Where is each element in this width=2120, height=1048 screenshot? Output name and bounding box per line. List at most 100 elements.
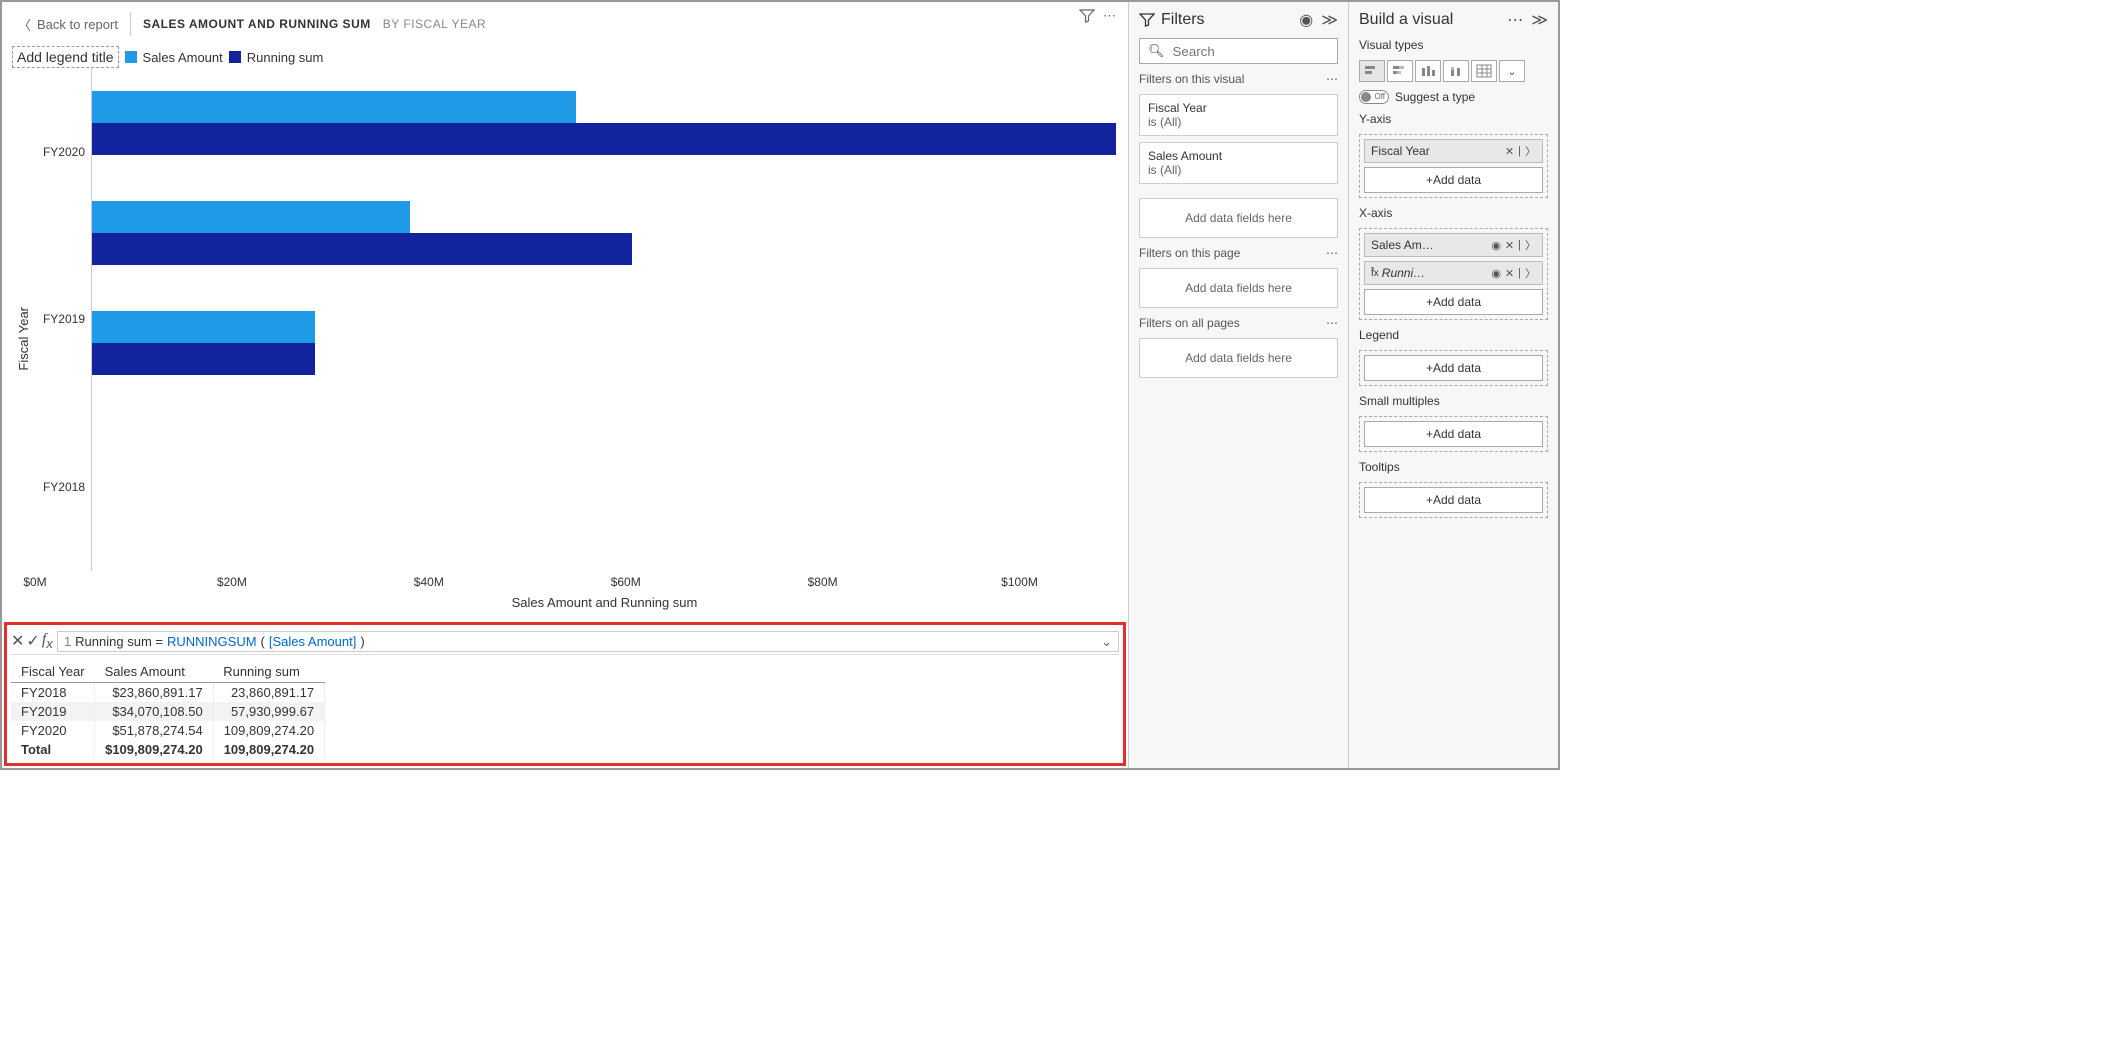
formula-arg: [Sales Amount] xyxy=(269,634,356,649)
cancel-icon[interactable]: ✕ xyxy=(11,631,24,651)
y-axis-label: Fiscal Year xyxy=(12,307,35,371)
measure-icon: f̂x xyxy=(1371,268,1379,279)
vt-table[interactable] xyxy=(1471,60,1497,82)
bar-group xyxy=(92,201,1118,265)
chevron-left-icon: 〈 xyxy=(18,15,31,34)
collapse-icon[interactable]: ≫ xyxy=(1531,10,1548,30)
add-data-x[interactable]: +Add data xyxy=(1364,289,1543,315)
filter-card[interactable]: Fiscal Yearis (All) xyxy=(1139,94,1338,136)
more-icon[interactable]: ⋯ xyxy=(1326,246,1338,260)
chevron-right-icon[interactable]: 〉 xyxy=(1525,237,1536,253)
chart-subtitle: BY FISCAL YEAR xyxy=(383,17,487,31)
filters-on-all-label: Filters on all pages xyxy=(1139,316,1240,330)
legend-label-running: Running sum xyxy=(247,50,324,65)
filter-card[interactable]: Sales Amountis (All) xyxy=(1139,142,1338,184)
x-tick: $60M xyxy=(611,575,641,589)
eye-icon[interactable]: ◉ xyxy=(1491,267,1501,280)
fx-icon[interactable]: fx xyxy=(42,631,53,651)
filters-on-page-label: Filters on this page xyxy=(1139,246,1240,260)
search-box[interactable]: 🔍︎ xyxy=(1139,38,1338,64)
vt-column-stacked[interactable] xyxy=(1443,60,1469,82)
legend-well[interactable]: +Add data xyxy=(1359,350,1548,386)
filters-panel: Filters ◉ ≫ 🔍︎ Filters on this visual ⋯ … xyxy=(1128,2,1348,768)
add-data-y[interactable]: +Add data xyxy=(1364,167,1543,193)
more-icon[interactable]: ⋯ xyxy=(1326,72,1338,86)
back-to-report-link[interactable]: 〈 Back to report xyxy=(18,15,118,34)
legend: Add legend title Sales Amount Running su… xyxy=(12,46,1118,68)
x-tick: $80M xyxy=(808,575,838,589)
filter-icon xyxy=(1139,12,1155,28)
add-fields-all[interactable]: Add data fields here xyxy=(1139,338,1338,378)
x-axis-ticks: $0M$20M$40M$60M$80M$100M xyxy=(35,575,1118,593)
y-axis-well[interactable]: Fiscal Year ✕|〉 +Add data xyxy=(1359,134,1548,198)
table-header: Sales Amount xyxy=(95,661,214,683)
chevron-down-icon[interactable]: ⌄ xyxy=(1101,634,1112,650)
legend-title-placeholder[interactable]: Add legend title xyxy=(12,46,119,68)
add-data-legend[interactable]: +Add data xyxy=(1364,355,1543,381)
formula-line-number: 1 xyxy=(64,634,71,649)
legend-label-sales: Sales Amount xyxy=(143,50,223,65)
filters-on-visual-label: Filters on this visual xyxy=(1139,72,1244,86)
x-tick: $0M xyxy=(23,575,46,589)
remove-icon[interactable]: ✕ xyxy=(1505,239,1514,252)
x-field-running-sum[interactable]: f̂xRunni… ◉✕|〉 xyxy=(1364,261,1543,285)
y-tick: FY2018 xyxy=(43,480,85,494)
chevron-right-icon[interactable]: 〉 xyxy=(1525,265,1536,281)
vt-column-clustered[interactable] xyxy=(1415,60,1441,82)
y-tick: FY2019 xyxy=(43,312,85,326)
bar-running[interactable] xyxy=(92,343,315,375)
more-icon[interactable]: ⋯ xyxy=(1326,316,1338,330)
commit-icon[interactable]: ✓ xyxy=(26,631,39,651)
add-data-tooltips[interactable]: +Add data xyxy=(1364,487,1543,513)
legend-swatch-running xyxy=(229,51,241,63)
table-row: FY2020$51,878,274.54109,809,274.20 xyxy=(11,721,325,740)
y-tick: FY2020 xyxy=(43,145,85,159)
chevron-right-icon[interactable]: 〉 xyxy=(1525,143,1536,159)
x-axis-well[interactable]: Sales Am… ◉✕|〉 f̂xRunni… ◉✕|〉 +Add data xyxy=(1359,228,1548,320)
bar-running[interactable] xyxy=(92,233,632,265)
x-field-sales-amount[interactable]: Sales Am… ◉✕|〉 xyxy=(1364,233,1543,257)
more-icon[interactable]: ⋯ xyxy=(1507,10,1523,30)
remove-icon[interactable]: ✕ xyxy=(1505,145,1514,158)
add-data-sm[interactable]: +Add data xyxy=(1364,421,1543,447)
formula-input[interactable]: 1 Running sum = RUNNINGSUM ( [Sales Amou… xyxy=(57,631,1119,652)
remove-icon[interactable]: ✕ xyxy=(1505,267,1514,280)
x-axis-section: X-axis xyxy=(1359,206,1548,220)
bar-running[interactable] xyxy=(92,123,1116,155)
search-input[interactable] xyxy=(1173,44,1350,59)
back-label: Back to report xyxy=(37,17,118,32)
suggest-label: Suggest a type xyxy=(1395,90,1475,104)
table-row: FY2018$23,860,891.1723,860,891.17 xyxy=(11,683,325,703)
y-axis-section: Y-axis xyxy=(1359,112,1548,126)
formula-function: RUNNINGSUM xyxy=(167,634,257,649)
visual-types-row: ⌄ xyxy=(1359,60,1548,82)
tooltips-section: Tooltips xyxy=(1359,460,1548,474)
y-field-fiscal-year[interactable]: Fiscal Year ✕|〉 xyxy=(1364,139,1543,163)
more-icon[interactable]: ⋯ xyxy=(1103,8,1116,24)
bar-sales[interactable] xyxy=(92,311,315,343)
add-fields-visual[interactable]: Add data fields here xyxy=(1139,198,1338,238)
suggest-toggle[interactable] xyxy=(1359,90,1389,104)
eye-icon[interactable]: ◉ xyxy=(1491,239,1501,252)
vt-more[interactable]: ⌄ xyxy=(1499,60,1525,82)
chart-title: SALES AMOUNT AND RUNNING SUM xyxy=(143,17,371,31)
report-header: 〈 Back to report SALES AMOUNT AND RUNNIN… xyxy=(2,2,1128,46)
y-axis-ticks: FY2020 FY2019 FY2018 xyxy=(35,68,91,571)
small-multiples-well[interactable]: +Add data xyxy=(1359,416,1548,452)
formula-section: ✕ ✓ fx 1 Running sum = RUNNINGSUM ( [Sal… xyxy=(4,622,1126,766)
bar-sales[interactable] xyxy=(92,91,576,123)
bars-area xyxy=(91,68,1118,571)
formula-prefix: Running sum = xyxy=(75,634,163,649)
x-tick: $40M xyxy=(414,575,444,589)
eye-icon[interactable]: ◉ xyxy=(1299,10,1313,30)
search-icon: 🔍︎ xyxy=(1148,43,1165,59)
x-axis-label: Sales Amount and Running sum xyxy=(35,595,1118,610)
collapse-icon[interactable]: ≫ xyxy=(1321,10,1338,30)
add-fields-page[interactable]: Add data fields here xyxy=(1139,268,1338,308)
vt-bar-h-stacked[interactable] xyxy=(1387,60,1413,82)
tooltips-well[interactable]: +Add data xyxy=(1359,482,1548,518)
filter-icon[interactable] xyxy=(1079,8,1095,24)
build-title: Build a visual xyxy=(1359,11,1453,29)
vt-bar-h-clustered[interactable] xyxy=(1359,60,1385,82)
bar-sales[interactable] xyxy=(92,201,410,233)
